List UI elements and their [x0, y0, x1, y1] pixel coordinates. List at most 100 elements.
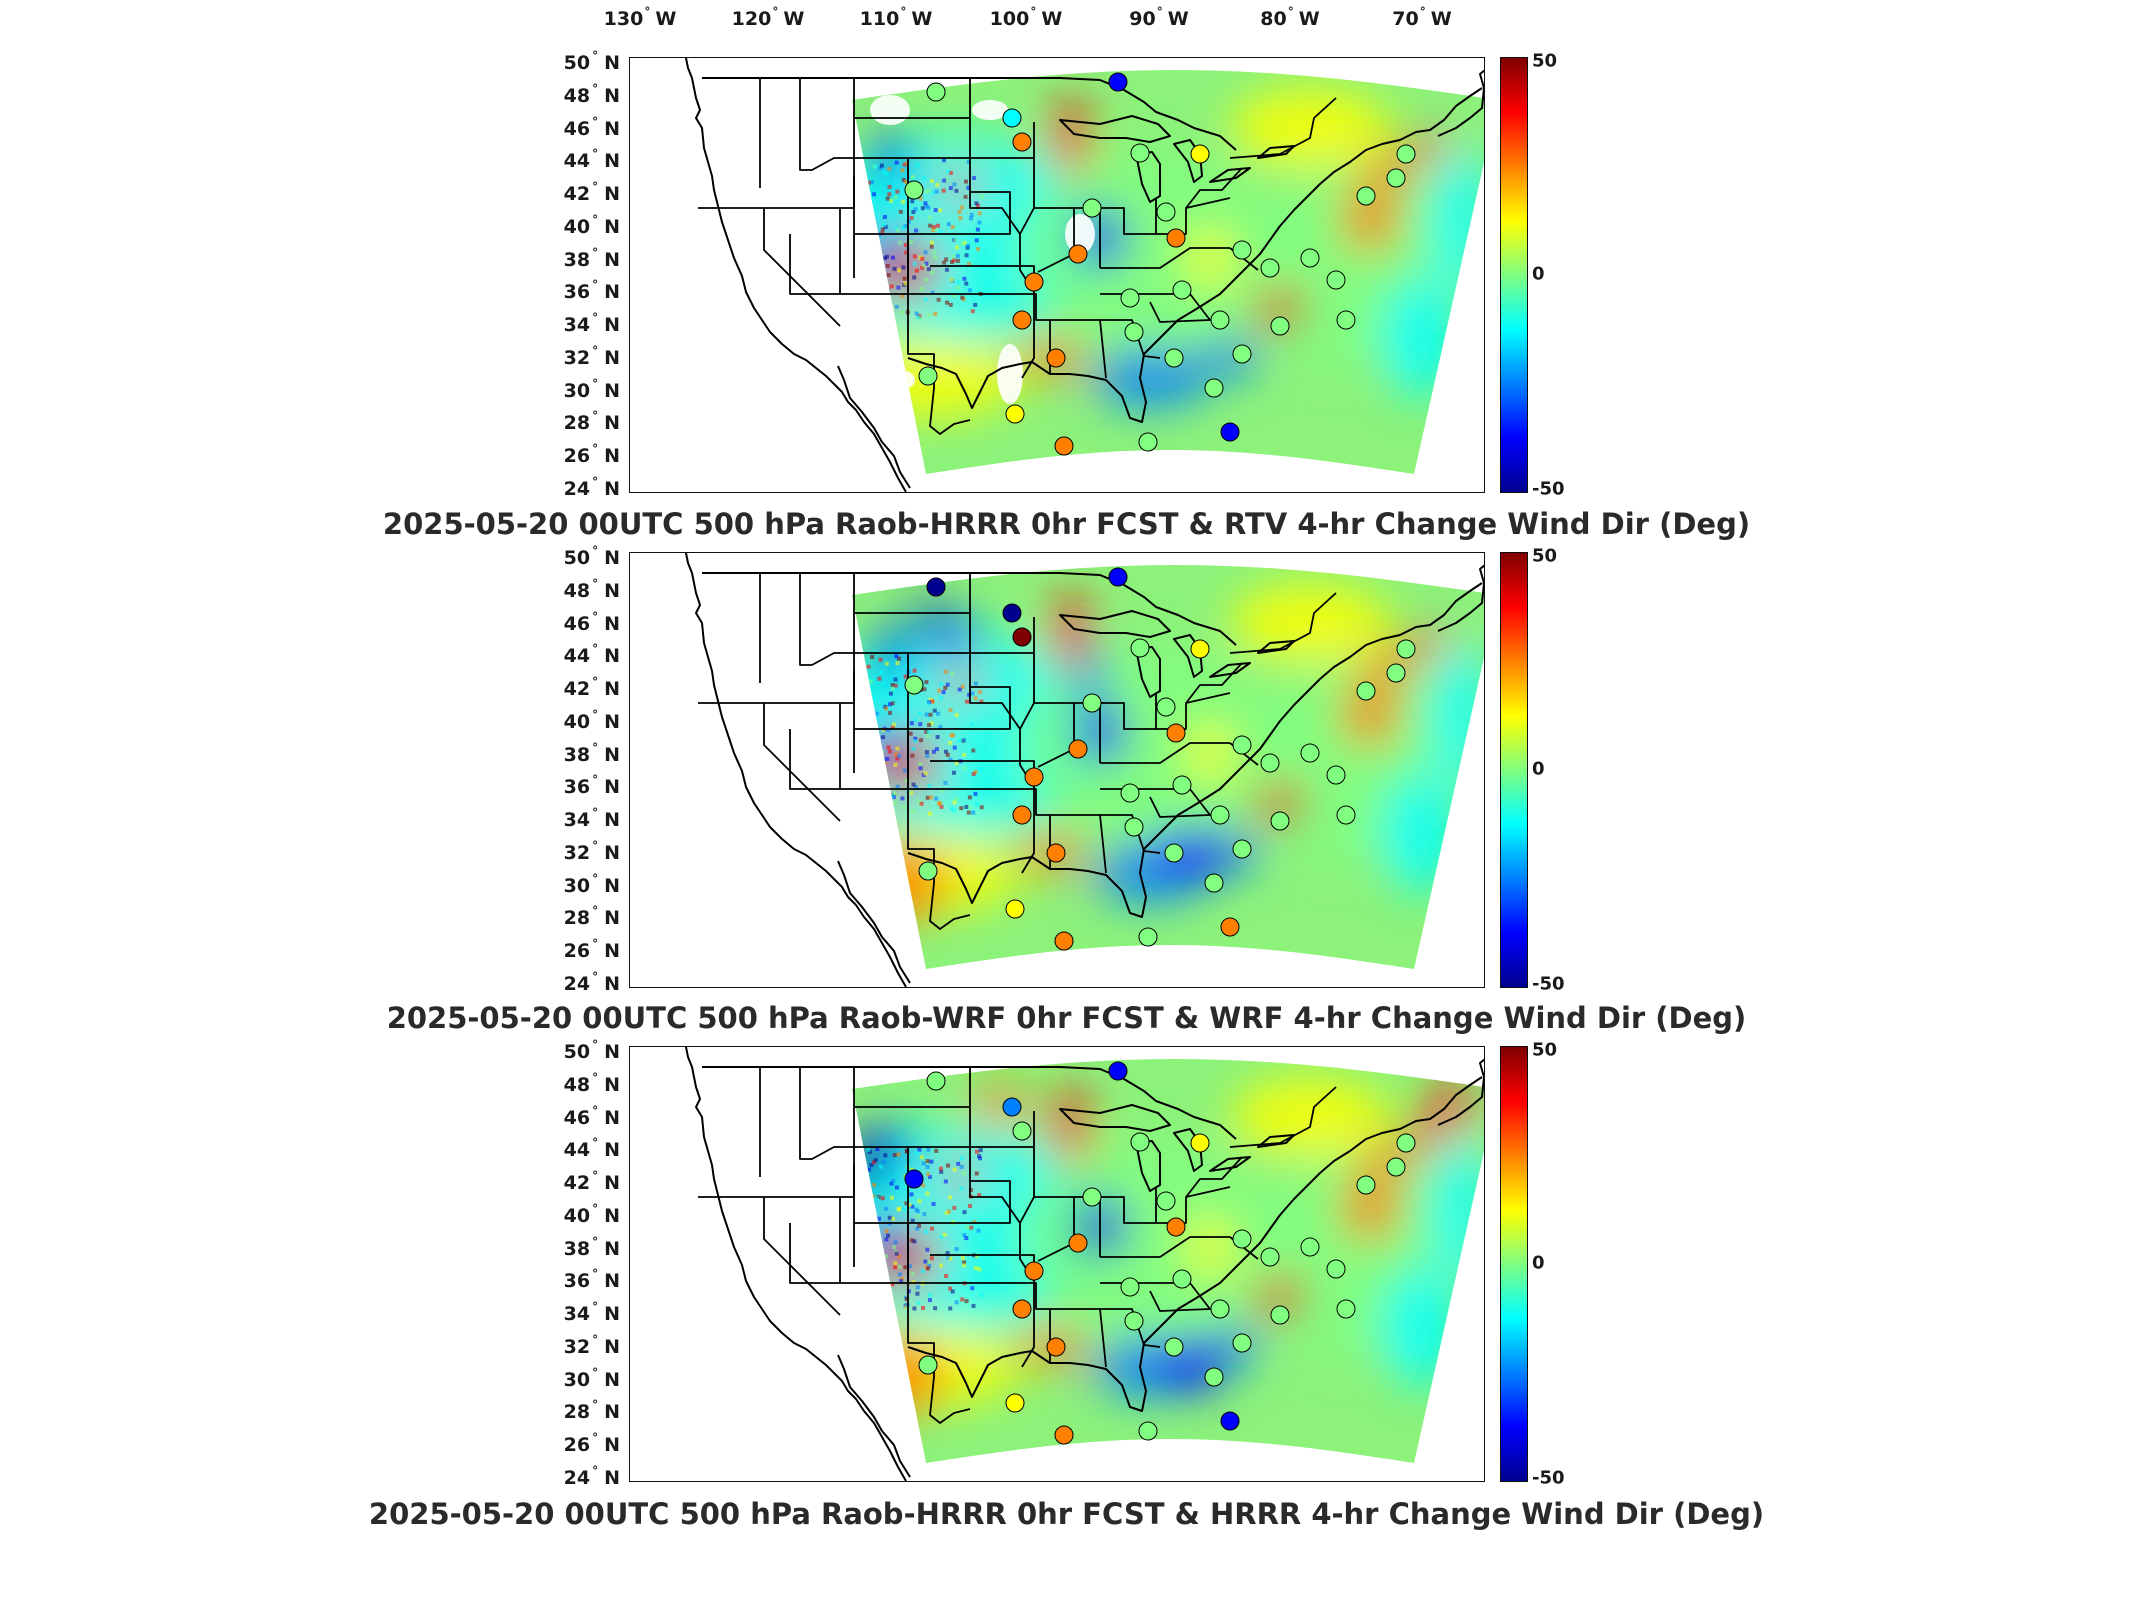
raob-station-marker	[1130, 1132, 1150, 1152]
lat-label: 32 ° N	[552, 1333, 620, 1358]
lat-hemisphere: N	[604, 841, 620, 864]
raob-station-marker	[1068, 244, 1088, 264]
raob-station-marker	[1156, 697, 1176, 717]
raob-station-marker	[1082, 693, 1102, 713]
lat-label: 48 ° N	[552, 1070, 620, 1096]
lat-degree: 38	[563, 1237, 591, 1260]
raob-station-marker	[1260, 753, 1280, 773]
raob-station-marker	[1012, 627, 1032, 647]
lon-label: 70° W	[1392, 5, 1451, 30]
lat-hemisphere: N	[604, 678, 620, 701]
state-boundaries	[684, 553, 1484, 987]
lat-label: 40 ° N	[552, 212, 620, 238]
colorbar-tick-mid: 0	[1532, 1252, 1545, 1274]
raob-station-marker	[918, 366, 938, 386]
raob-station-marker	[1156, 202, 1176, 222]
raob-station-marker	[1012, 805, 1032, 825]
raob-station-marker	[926, 1071, 946, 1091]
raob-station-marker	[1082, 1187, 1102, 1207]
lat-label: 28 ° N	[552, 1398, 620, 1424]
raob-station-marker	[1138, 432, 1158, 452]
wind-direction-map	[684, 553, 1484, 987]
degree-symbol: °	[592, 773, 599, 788]
lat-hemisphere: N	[604, 346, 620, 369]
degree-symbol: °	[592, 707, 599, 722]
degree-symbol: °	[592, 1070, 599, 1085]
degree-symbol: °	[592, 1398, 599, 1413]
lat-degree: 50	[563, 52, 591, 74]
raob-station-marker	[1120, 288, 1140, 308]
raob-station-marker	[926, 577, 946, 597]
lat-degree: 42	[563, 1172, 591, 1195]
lat-hemisphere: N	[604, 1073, 620, 1096]
lon-hemisphere: W	[783, 8, 805, 30]
raob-station-marker	[1220, 422, 1240, 442]
lat-label: 36 ° N	[552, 1267, 620, 1293]
lat-hemisphere: N	[604, 314, 620, 337]
colorbar-tick-min: -50	[1532, 973, 1565, 995]
lat-hemisphere: N	[604, 1270, 620, 1293]
raob-station-marker	[1190, 1133, 1210, 1153]
lat-hemisphere: N	[604, 1401, 620, 1424]
raob-station-marker	[1300, 1237, 1320, 1257]
lon-hemisphere: W	[1167, 8, 1189, 30]
degree-symbol: °	[592, 740, 599, 755]
raob-station-marker	[1172, 280, 1192, 300]
degree-symbol: °	[592, 1300, 599, 1315]
raob-station-marker	[1220, 917, 1240, 937]
degree-symbol: °	[592, 937, 599, 952]
lat-degree: 44	[563, 1139, 591, 1162]
raob-station-marker	[1005, 1393, 1025, 1413]
raob-station-marker	[1396, 1133, 1416, 1153]
lat-hemisphere: N	[604, 84, 620, 107]
lat-hemisphere: N	[604, 183, 620, 206]
panel-title: 2025-05-20 00UTC 500 hPa Raob-HRRR 0hr F…	[368, 1497, 1765, 1531]
raob-station-marker	[1166, 723, 1186, 743]
lat-degree: 32	[563, 841, 591, 864]
lat-degree: 44	[563, 645, 591, 668]
degree-symbol: °	[592, 212, 599, 227]
lat-degree: 32	[563, 346, 591, 369]
lat-degree: 38	[563, 743, 591, 766]
raob-stations	[904, 567, 1416, 951]
raob-station-marker	[1270, 811, 1290, 831]
raob-station-marker	[1220, 1411, 1240, 1431]
raob-station-marker	[1396, 144, 1416, 164]
raob-station-marker	[1164, 843, 1184, 863]
raob-station-marker	[1336, 1299, 1356, 1319]
raob-station-marker	[1124, 1311, 1144, 1331]
degree-symbol: °	[1030, 5, 1037, 19]
raob-station-marker	[1156, 1191, 1176, 1211]
raob-station-marker	[1326, 1259, 1346, 1279]
lat-hemisphere: N	[604, 612, 620, 635]
raob-station-marker	[1005, 404, 1025, 424]
raob-station-marker	[1120, 1277, 1140, 1297]
lat-degree: 46	[563, 117, 591, 140]
lat-degree: 24	[563, 973, 591, 995]
raob-station-marker	[1054, 436, 1074, 456]
raob-station-marker	[1130, 143, 1150, 163]
raob-station-marker	[1124, 322, 1144, 342]
lat-label: 40 ° N	[552, 707, 620, 733]
degree-symbol: °	[900, 5, 907, 19]
lon-degree: 110	[859, 8, 900, 30]
lat-degree: 46	[563, 612, 591, 635]
raob-station-marker	[1054, 1425, 1074, 1445]
lat-degree: 24	[563, 478, 591, 500]
lat-hemisphere: N	[604, 1434, 620, 1457]
lat-label: 38 ° N	[552, 1235, 620, 1260]
raob-station-marker	[1002, 603, 1022, 623]
raob-station-marker	[1300, 248, 1320, 268]
lat-hemisphere: N	[604, 940, 620, 963]
colorbar-tick-max: 50	[1532, 1039, 1558, 1061]
raob-station-marker	[1138, 927, 1158, 947]
raob-station-marker	[1232, 344, 1252, 364]
raob-station-marker	[1204, 378, 1224, 398]
lat-label: 44 ° N	[552, 1136, 620, 1162]
lat-hemisphere: N	[604, 412, 620, 435]
lat-label: 50 ° N	[552, 49, 620, 74]
state-boundaries	[684, 58, 1484, 492]
lat-hemisphere: N	[604, 579, 620, 602]
lon-label: 130° W	[604, 5, 677, 30]
lat-degree: 28	[563, 907, 591, 930]
